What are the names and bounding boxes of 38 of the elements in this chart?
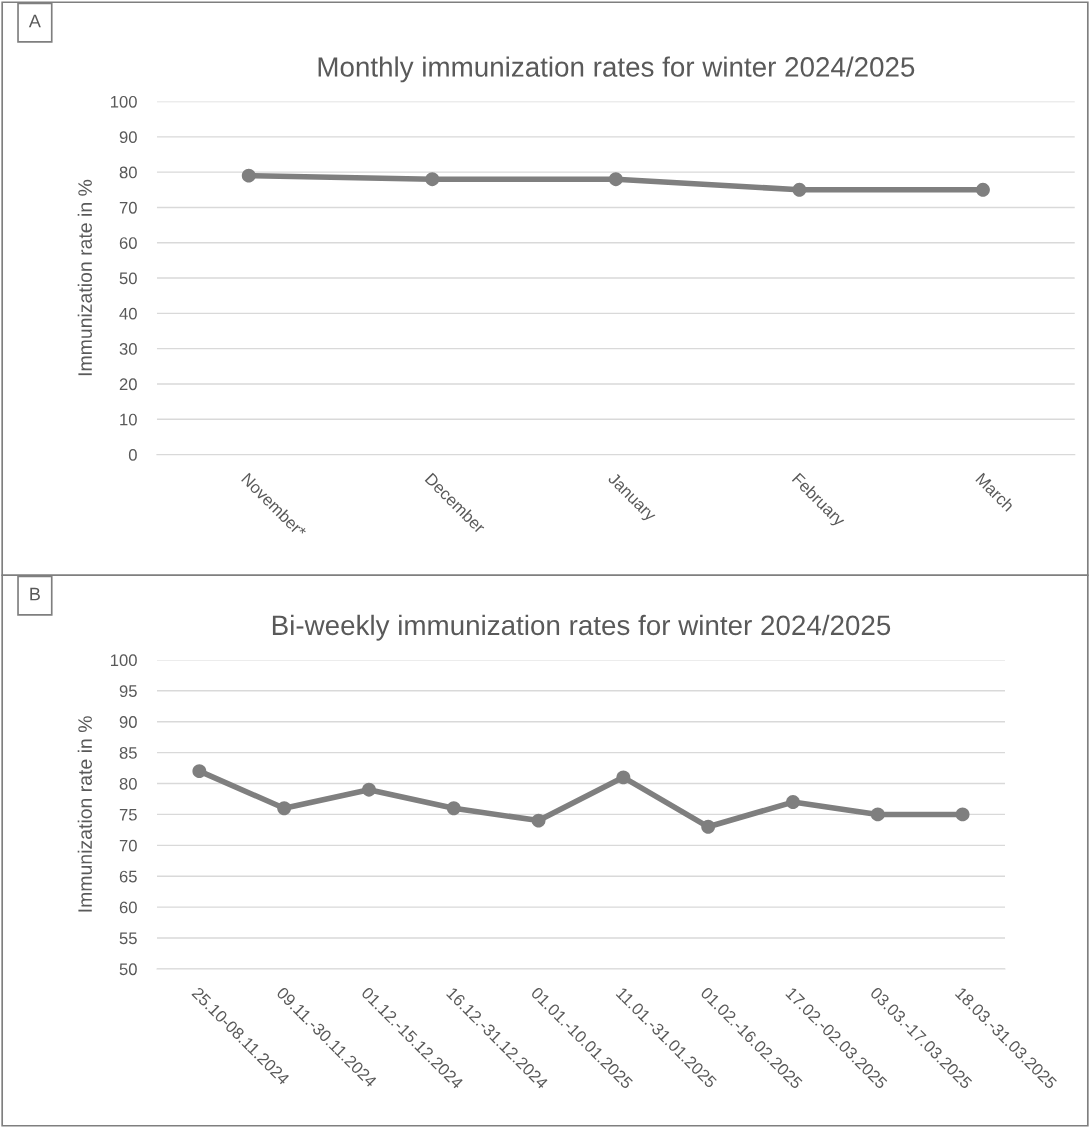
point [786,795,800,809]
y-tick-label: 80 [119,777,137,790]
point [362,782,376,797]
y-tick-label: 85 [119,747,137,759]
y-axis-title: Immunization rate in % [77,716,92,912]
y-tick-label: 75 [119,808,137,821]
y-tick-label: 55 [119,932,137,945]
y-tick-label: 70 [119,201,137,214]
text: B [30,587,40,601]
y-tick-label: 60 [119,237,137,249]
y-tick-label: 90 [119,131,137,144]
point [870,807,885,822]
y-tick-label: 50 [119,963,137,976]
point [192,764,207,779]
point [955,807,970,822]
y-tick-label: 90 [119,716,137,728]
y-tick-label: 30 [119,343,137,355]
y-tick-label: 70 [119,839,137,852]
y-tick-label: 0 [128,448,137,461]
y-tick-label: 80 [119,166,137,179]
point [277,801,292,816]
y-tick-label: 40 [119,307,137,320]
text: A [28,14,41,28]
y-tick-label: 60 [119,901,137,914]
point [701,819,716,834]
y-tick-label: 10 [120,413,137,426]
point [446,801,461,816]
point [616,770,631,785]
point [531,813,546,828]
y-tick-label: 95 [119,685,137,697]
chart-title: Monthly immunization rates for winter 2024/2025 [318,56,915,83]
y-tick-label: 20 [119,378,137,391]
chart-title: Bi-weekly immunization rates for winter 2024/2025 [272,614,891,641]
y-tick-label: 100 [110,95,137,108]
y-tick-label: 50 [119,272,137,285]
y-axis-title: Immunization rate in % [77,179,92,376]
y-tick-label: 100 [110,654,137,667]
y-tick-label: 65 [119,870,137,883]
